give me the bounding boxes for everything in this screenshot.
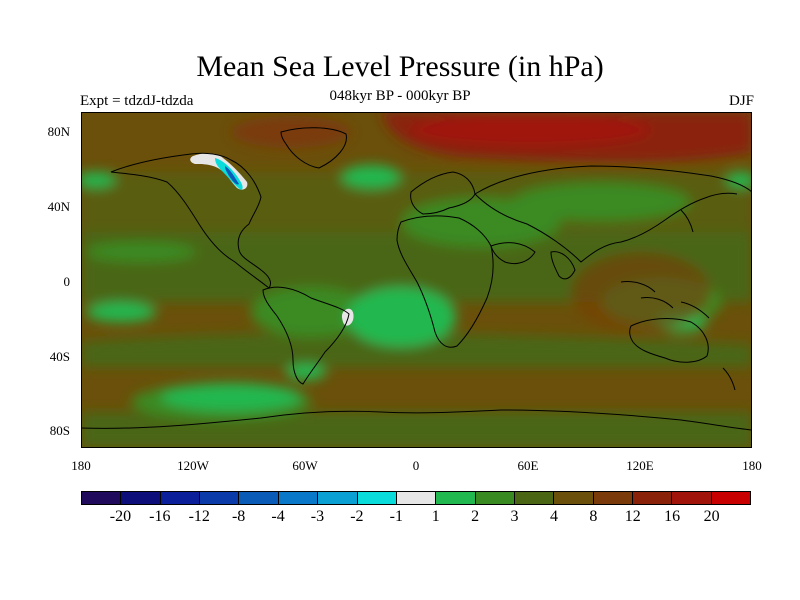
colorbar-label: 2 <box>471 508 480 525</box>
negative-anomaly-north-america <box>190 153 248 190</box>
colorbar-label: -8 <box>231 508 246 525</box>
colorbar-label: 16 <box>664 508 681 525</box>
colorbar-swatch <box>121 492 161 504</box>
colorbar-label: 12 <box>624 508 641 525</box>
colorbar-label: 1 <box>431 508 440 525</box>
experiment-label: Expt = tdzdJ-tdzda <box>80 93 194 109</box>
colorbar-swatch <box>711 492 751 504</box>
colorbar-swatch <box>672 492 712 504</box>
lat-tick-label: 80N <box>47 124 70 139</box>
colorbar-label: 4 <box>549 508 558 525</box>
lon-tick-label: 180 <box>742 458 762 473</box>
colorbar-label: -1 <box>389 508 403 525</box>
colorbar-label: -4 <box>271 508 285 525</box>
lat-tick-label: 40N <box>47 199 70 214</box>
lon-tick-label: 60E <box>517 458 539 473</box>
lon-tick-label: 180 <box>71 458 91 473</box>
colorbar-label: 8 <box>589 508 598 525</box>
colorbar-label: -2 <box>350 508 364 525</box>
pressure-map <box>81 112 752 448</box>
colorbar-swatch <box>593 492 634 504</box>
plot-subtitle: 048kyr BP - 000kyr BP <box>329 88 471 104</box>
lon-tick-label: 120W <box>177 458 209 473</box>
colorbar-swatch <box>514 492 555 504</box>
plot-title: Mean Sea Level Pressure (in hPa) <box>196 50 604 83</box>
colorbar-label: -20 <box>109 508 132 525</box>
lon-tick-label: 60W <box>292 458 318 473</box>
colorbar <box>81 491 751 505</box>
colorbar-swatch <box>554 492 594 504</box>
lat-tick-label: 40S <box>49 349 70 364</box>
colorbar-swatch <box>633 492 673 504</box>
colorbar-label: -3 <box>310 508 325 525</box>
colorbar-swatch <box>396 492 437 504</box>
colorbar-swatch <box>278 492 319 504</box>
colorbar-label: -16 <box>149 508 171 525</box>
colorbar-label: 20 <box>703 508 720 525</box>
colorbar-swatch <box>318 492 358 504</box>
lat-tick-label: 0 <box>63 274 71 289</box>
colorbar-label: -12 <box>188 508 210 525</box>
coastlines <box>81 127 752 431</box>
colorbar-swatch <box>436 492 476 504</box>
lon-tick-label: 0 <box>412 458 420 473</box>
map-frame <box>81 112 752 448</box>
colorbar-swatch <box>239 492 279 504</box>
colorbar-swatch <box>160 492 201 504</box>
anomaly-field <box>81 112 752 448</box>
season-label: DJF <box>728 93 754 109</box>
colorbar-swatch <box>357 492 397 504</box>
colorbar-swatch <box>475 492 515 504</box>
colorbar-swatch <box>82 492 122 504</box>
negative-anomaly-south-america <box>341 308 354 326</box>
colorbar-swatch <box>200 492 240 504</box>
lon-tick-label: 120E <box>626 458 654 473</box>
lat-tick-label: 80S <box>49 423 70 438</box>
colorbar-label: 3 <box>510 508 519 525</box>
